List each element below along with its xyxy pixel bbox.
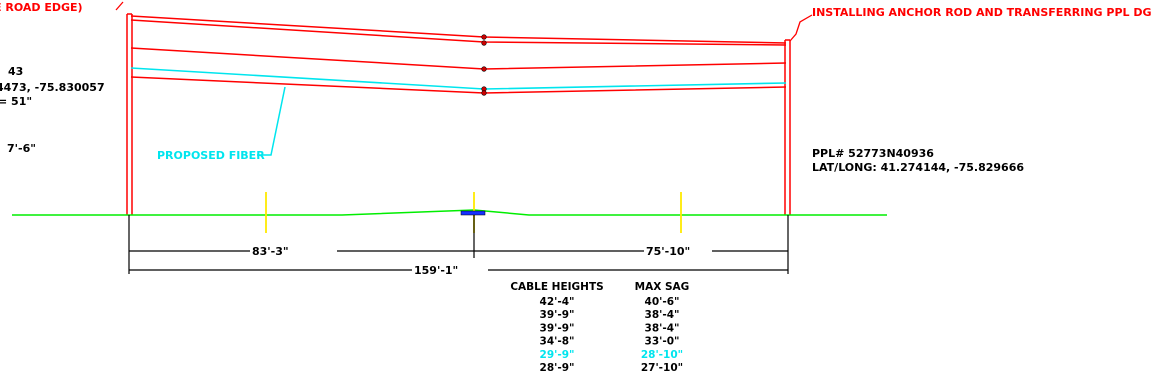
proposed-fiber-line [130, 67, 787, 90]
right-pole [784, 39, 791, 215]
max-sag-value: 40'-6" [645, 296, 680, 308]
midspan-equipment [460, 210, 486, 216]
max-sag-value: 38'-4" [645, 309, 680, 321]
left-callout-leader [115, 1, 124, 11]
right-latlong: LAT/LONG: 41.274144, -75.829666 [812, 161, 1024, 174]
right-callout: INSTALLING ANCHOR ROD AND TRANSFERRING P… [812, 6, 1152, 19]
conductors [130, 15, 787, 94]
conductor-line-3 [130, 47, 787, 70]
left-measure: 7'-6" [7, 142, 36, 155]
cable-height-value: 28'-9" [540, 362, 575, 374]
max-sag-header: MAX SAG [635, 281, 690, 293]
midspan-point-2 [481, 40, 487, 46]
cable-height-value: 42'-4" [540, 296, 575, 308]
cable-table: CABLE HEIGHTS MAX SAG 42'-4" 40'-6" 39'-9"… [510, 281, 689, 374]
midspan-point-5 [481, 90, 487, 96]
max-sag-value: 38'-4" [645, 322, 680, 334]
conductor-line-1 [130, 15, 787, 44]
left-pole-number: 43 [8, 65, 23, 78]
left-pole [126, 13, 133, 215]
left-partial-callout: E ROAD EDGE) [0, 1, 83, 14]
proposed-fiber-label: PROPOSED FIBER [157, 149, 265, 162]
span-total-label: 159'-1" [414, 264, 458, 277]
midspan-points [481, 34, 487, 96]
left-latlong: 4473, -75.830057 [0, 81, 105, 94]
midspan-point-3 [481, 66, 487, 72]
cable-height-value: 39'-9" [540, 309, 575, 321]
max-sag-value: 28'-10" [641, 349, 683, 361]
left-height: = 51" [0, 95, 32, 108]
cable-table-rows: 42'-4" 40'-6" 39'-9" 38'-4" 39'-9" 38'-4" 34'-… [540, 296, 684, 374]
span-left-label: 83'-3" [252, 245, 289, 258]
right-callout-leader [789, 14, 813, 42]
ground-line [12, 209, 887, 216]
dimension-lines [128, 215, 789, 274]
max-sag-value: 27'-10" [641, 362, 683, 374]
proposed-fiber-leader [257, 86, 286, 156]
max-sag-value: 33'-0" [645, 336, 680, 348]
span-right-label: 75'-10" [646, 245, 690, 258]
cable-height-value: 34'-8" [540, 336, 575, 348]
right-pole-number: PPL# 52773N40936 [812, 147, 934, 160]
midspan-point-1 [481, 34, 487, 40]
cable-heights-header: CABLE HEIGHTS [510, 281, 603, 293]
cable-height-value: 29'-9" [540, 349, 575, 361]
cable-height-value: 39'-9" [540, 322, 575, 334]
